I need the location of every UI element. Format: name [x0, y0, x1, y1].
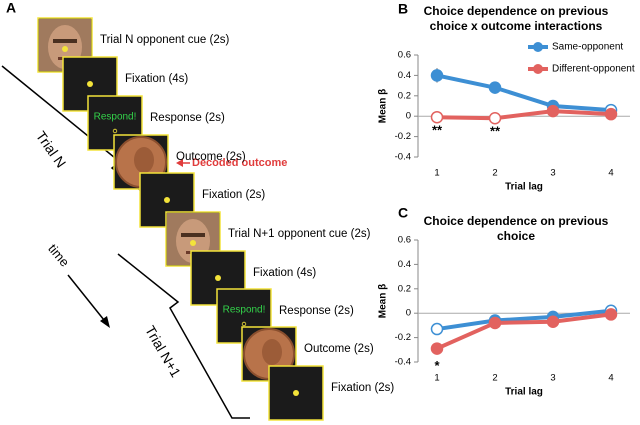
x-tick-label: 3 — [550, 168, 555, 179]
fixation-dot — [215, 275, 221, 281]
annotation: * — [434, 358, 440, 373]
y-tick-label: -0.2 — [395, 131, 411, 142]
series-line — [436, 308, 612, 332]
response-cue — [112, 128, 118, 134]
y-tick-label: 0 — [406, 308, 411, 319]
series-line — [436, 73, 612, 113]
point — [546, 315, 560, 328]
fixation-dot — [293, 390, 299, 396]
y-axis-label: Mean β — [378, 89, 389, 123]
point — [430, 69, 444, 82]
point — [604, 107, 618, 121]
x-tick-label: 2 — [492, 168, 497, 179]
series-line — [436, 109, 612, 121]
x-tick-label: 1 — [434, 373, 439, 384]
legend-label: Different-opponent — [552, 64, 635, 75]
time-arrow-head — [100, 316, 110, 328]
y-tick-label: 0.2 — [398, 90, 411, 101]
chart-title: Choice dependence on previous choice — [423, 214, 609, 243]
x-tick-label: 4 — [608, 168, 613, 179]
step-label: Fixation (4s) — [253, 267, 316, 279]
face-eyes — [53, 39, 77, 43]
coin-profile — [134, 147, 154, 173]
fixation-dot — [190, 240, 196, 246]
y-tick-label: -0.4 — [395, 357, 411, 368]
y-tick-label: 0.4 — [398, 259, 411, 270]
y-tick-label: 0.6 — [398, 235, 411, 246]
step-label: Fixation (2s) — [331, 382, 394, 394]
point — [430, 342, 444, 355]
point — [546, 104, 560, 118]
x-tick-label: 1 — [434, 168, 439, 179]
legend-marker — [533, 42, 543, 52]
point — [488, 111, 502, 125]
x-tick-label: 4 — [608, 373, 613, 384]
x-axis-label: Trial lag — [505, 182, 543, 193]
coin-profile — [262, 339, 282, 365]
time-label: time — [45, 241, 72, 269]
annotation: ** — [432, 123, 443, 138]
y-tick-label: 0 — [406, 111, 411, 122]
point — [488, 81, 502, 94]
y-tick-label: -0.2 — [395, 332, 411, 343]
point — [430, 110, 444, 124]
response-cue — [241, 321, 247, 327]
step-label: Outcome (2s) — [304, 343, 374, 355]
trial-bracket — [117, 253, 250, 419]
panel-label: A — [6, 0, 16, 16]
trial-label: Trial N+1 — [142, 323, 184, 380]
step-label: Response (2s) — [279, 305, 354, 317]
point — [430, 322, 444, 336]
y-tick-label: 0.2 — [398, 283, 411, 294]
time-arrow — [67, 274, 109, 326]
y-tick-label: 0.4 — [398, 70, 411, 81]
point — [488, 316, 502, 330]
screen-text: Respond! — [94, 112, 137, 123]
decoded-label: Decoded outcome — [192, 157, 287, 169]
panel-label: C — [398, 205, 408, 221]
step-label: Outcome (2s) — [176, 151, 246, 163]
series-line — [436, 312, 612, 351]
step-label: Trial N+1 opponent cue (2s) — [228, 228, 371, 240]
screen-text: Respond! — [223, 305, 266, 316]
step-label: Fixation (2s) — [202, 189, 265, 201]
legend-marker — [533, 64, 543, 74]
trial-label: Trial N — [33, 128, 69, 171]
fixation-dot — [164, 197, 170, 203]
chart-title: Choice dependence on previous choice x o… — [423, 4, 609, 33]
x-tick-label: 2 — [492, 373, 497, 384]
step-label: Response (2s) — [150, 112, 225, 124]
face-eyes — [181, 233, 205, 237]
x-axis-label: Trial lag — [505, 387, 543, 398]
point — [604, 308, 618, 321]
x-tick-label: 3 — [550, 373, 555, 384]
y-tick-label: -0.4 — [395, 152, 411, 163]
fixation-dot — [62, 46, 68, 52]
step-label: Trial N opponent cue (2s) — [100, 34, 230, 46]
panel-label: B — [398, 1, 408, 17]
annotation: ** — [490, 124, 501, 139]
step-label: Fixation (4s) — [125, 73, 188, 85]
decoded-arrow-head — [176, 159, 183, 167]
fixation-dot — [87, 81, 93, 87]
y-axis-label: Mean β — [378, 284, 389, 318]
y-tick-label: 0.6 — [398, 50, 411, 61]
legend-label: Same-opponent — [552, 42, 623, 53]
